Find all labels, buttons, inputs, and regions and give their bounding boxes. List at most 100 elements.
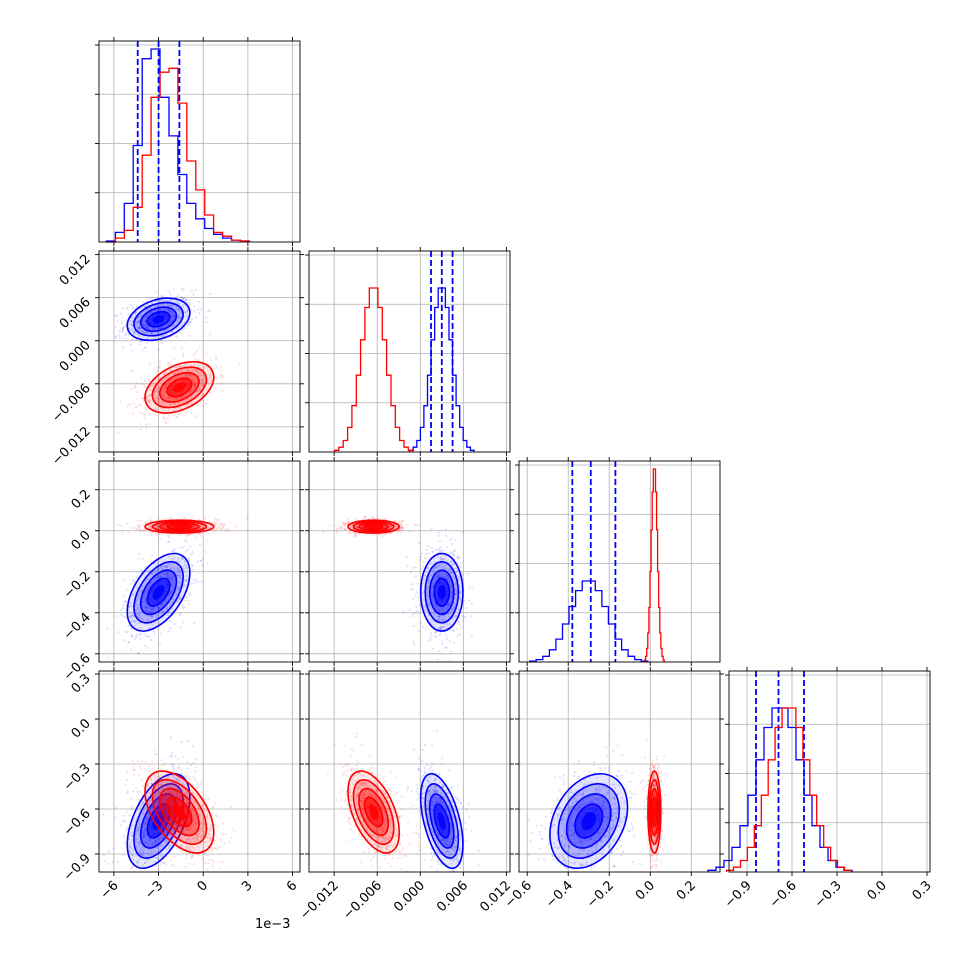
- scatter-point: [440, 558, 443, 561]
- scatter-point: [196, 390, 199, 393]
- scatter-point: [450, 563, 453, 567]
- scatter-point: [161, 532, 165, 536]
- scatter-point: [192, 525, 195, 528]
- scatter-point: [151, 607, 154, 610]
- scatter-point: [178, 576, 181, 580]
- scatter-point: [414, 575, 417, 578]
- scatter-point: [437, 608, 440, 611]
- scatter-point: [163, 373, 166, 376]
- scatter-point: [132, 614, 135, 617]
- scatter-point: [107, 850, 110, 853]
- scatter-point: [137, 320, 140, 323]
- scatter-point: [149, 384, 152, 387]
- scatter-point: [131, 338, 134, 342]
- scatter-point: [144, 565, 147, 569]
- scatter-point: [453, 605, 456, 609]
- scatter-point: [167, 541, 170, 544]
- scatter-point: [179, 580, 182, 583]
- scatter-point: [173, 414, 176, 417]
- scatter-point: [137, 321, 140, 324]
- scatter-point: [429, 573, 432, 576]
- scatter-point: [406, 564, 409, 568]
- scatter-point: [204, 551, 208, 554]
- scatter-point: [145, 605, 148, 608]
- scatter-point: [216, 521, 219, 524]
- scatter-point: [360, 525, 364, 528]
- scatter-point: [177, 402, 180, 405]
- scatter-point: [147, 852, 150, 856]
- scatter-point: [207, 377, 210, 380]
- scatter-point: [118, 336, 121, 339]
- contour-0-1: [133, 561, 184, 624]
- scatter-point: [434, 548, 437, 552]
- scatter-point: [158, 576, 161, 579]
- scatter-point: [434, 606, 437, 609]
- scatter-point: [411, 588, 415, 591]
- scatter-point: [159, 331, 162, 334]
- contour-0-3: [146, 577, 171, 607]
- scatter-point: [168, 336, 171, 339]
- scatter-point: [417, 612, 420, 615]
- scatter-point: [129, 319, 132, 323]
- scatter-point: [146, 315, 149, 318]
- scatter-point: [135, 612, 138, 616]
- scatter-point: [171, 573, 174, 576]
- scatter-point: [145, 395, 148, 398]
- scatter-point: [149, 792, 152, 796]
- scatter-point: [181, 397, 184, 400]
- scatter-point: [178, 614, 182, 617]
- scatter-point: [214, 523, 217, 526]
- scatter-point: [221, 389, 224, 392]
- scatter-point: [394, 525, 397, 528]
- scatter-point: [352, 535, 355, 538]
- scatter-point: [442, 609, 446, 612]
- scatter-point: [438, 564, 442, 567]
- scatter-point: [178, 406, 181, 409]
- scatter-point: [139, 531, 142, 534]
- scatter-point: [208, 525, 211, 529]
- scatter-point: [238, 362, 241, 365]
- scatter-point: [411, 583, 414, 586]
- scatter-point: [191, 564, 194, 567]
- scatter-point: [129, 616, 132, 619]
- scatter-point: [143, 325, 146, 328]
- scatter-point: [116, 615, 119, 618]
- scatter-point: [176, 757, 179, 760]
- scatter-point: [145, 327, 148, 330]
- scatter-point: [427, 579, 430, 582]
- scatter-point: [144, 605, 147, 608]
- scatter-point: [450, 550, 453, 554]
- scatter-point: [139, 615, 142, 618]
- scatter-point: [173, 776, 176, 779]
- scatter-point: [114, 816, 117, 820]
- scatter-point: [131, 325, 134, 328]
- scatter-point: [173, 822, 176, 825]
- scatter-point: [156, 526, 159, 529]
- scatter-point: [160, 300, 163, 303]
- scatter-point: [172, 305, 175, 308]
- scatter-point: [121, 328, 125, 331]
- scatter-point: [159, 863, 162, 866]
- scatter-point: [160, 879, 162, 881]
- scatter-point: [419, 622, 422, 625]
- density-0-4: [152, 315, 165, 324]
- scatter-point: [139, 824, 142, 827]
- scatter-point: [178, 325, 181, 328]
- scatter-point: [120, 322, 123, 325]
- scatter-point: [120, 312, 123, 315]
- scatter-point: [442, 549, 445, 552]
- scatter-point: [138, 343, 141, 346]
- scatter-point: [173, 314, 176, 318]
- scatter-point: [208, 292, 212, 296]
- scatter-point: [176, 300, 179, 304]
- scatter-point: [113, 314, 116, 317]
- scatter-point: [160, 303, 163, 306]
- scatter-point: [147, 400, 150, 403]
- scatter-point: [146, 618, 149, 621]
- scatter-point: [202, 405, 205, 408]
- scatter-point: [157, 525, 160, 528]
- scatter-point: [150, 332, 153, 335]
- scatter-point: [134, 873, 136, 875]
- scatter-point: [170, 819, 173, 823]
- scatter-point: [139, 327, 142, 330]
